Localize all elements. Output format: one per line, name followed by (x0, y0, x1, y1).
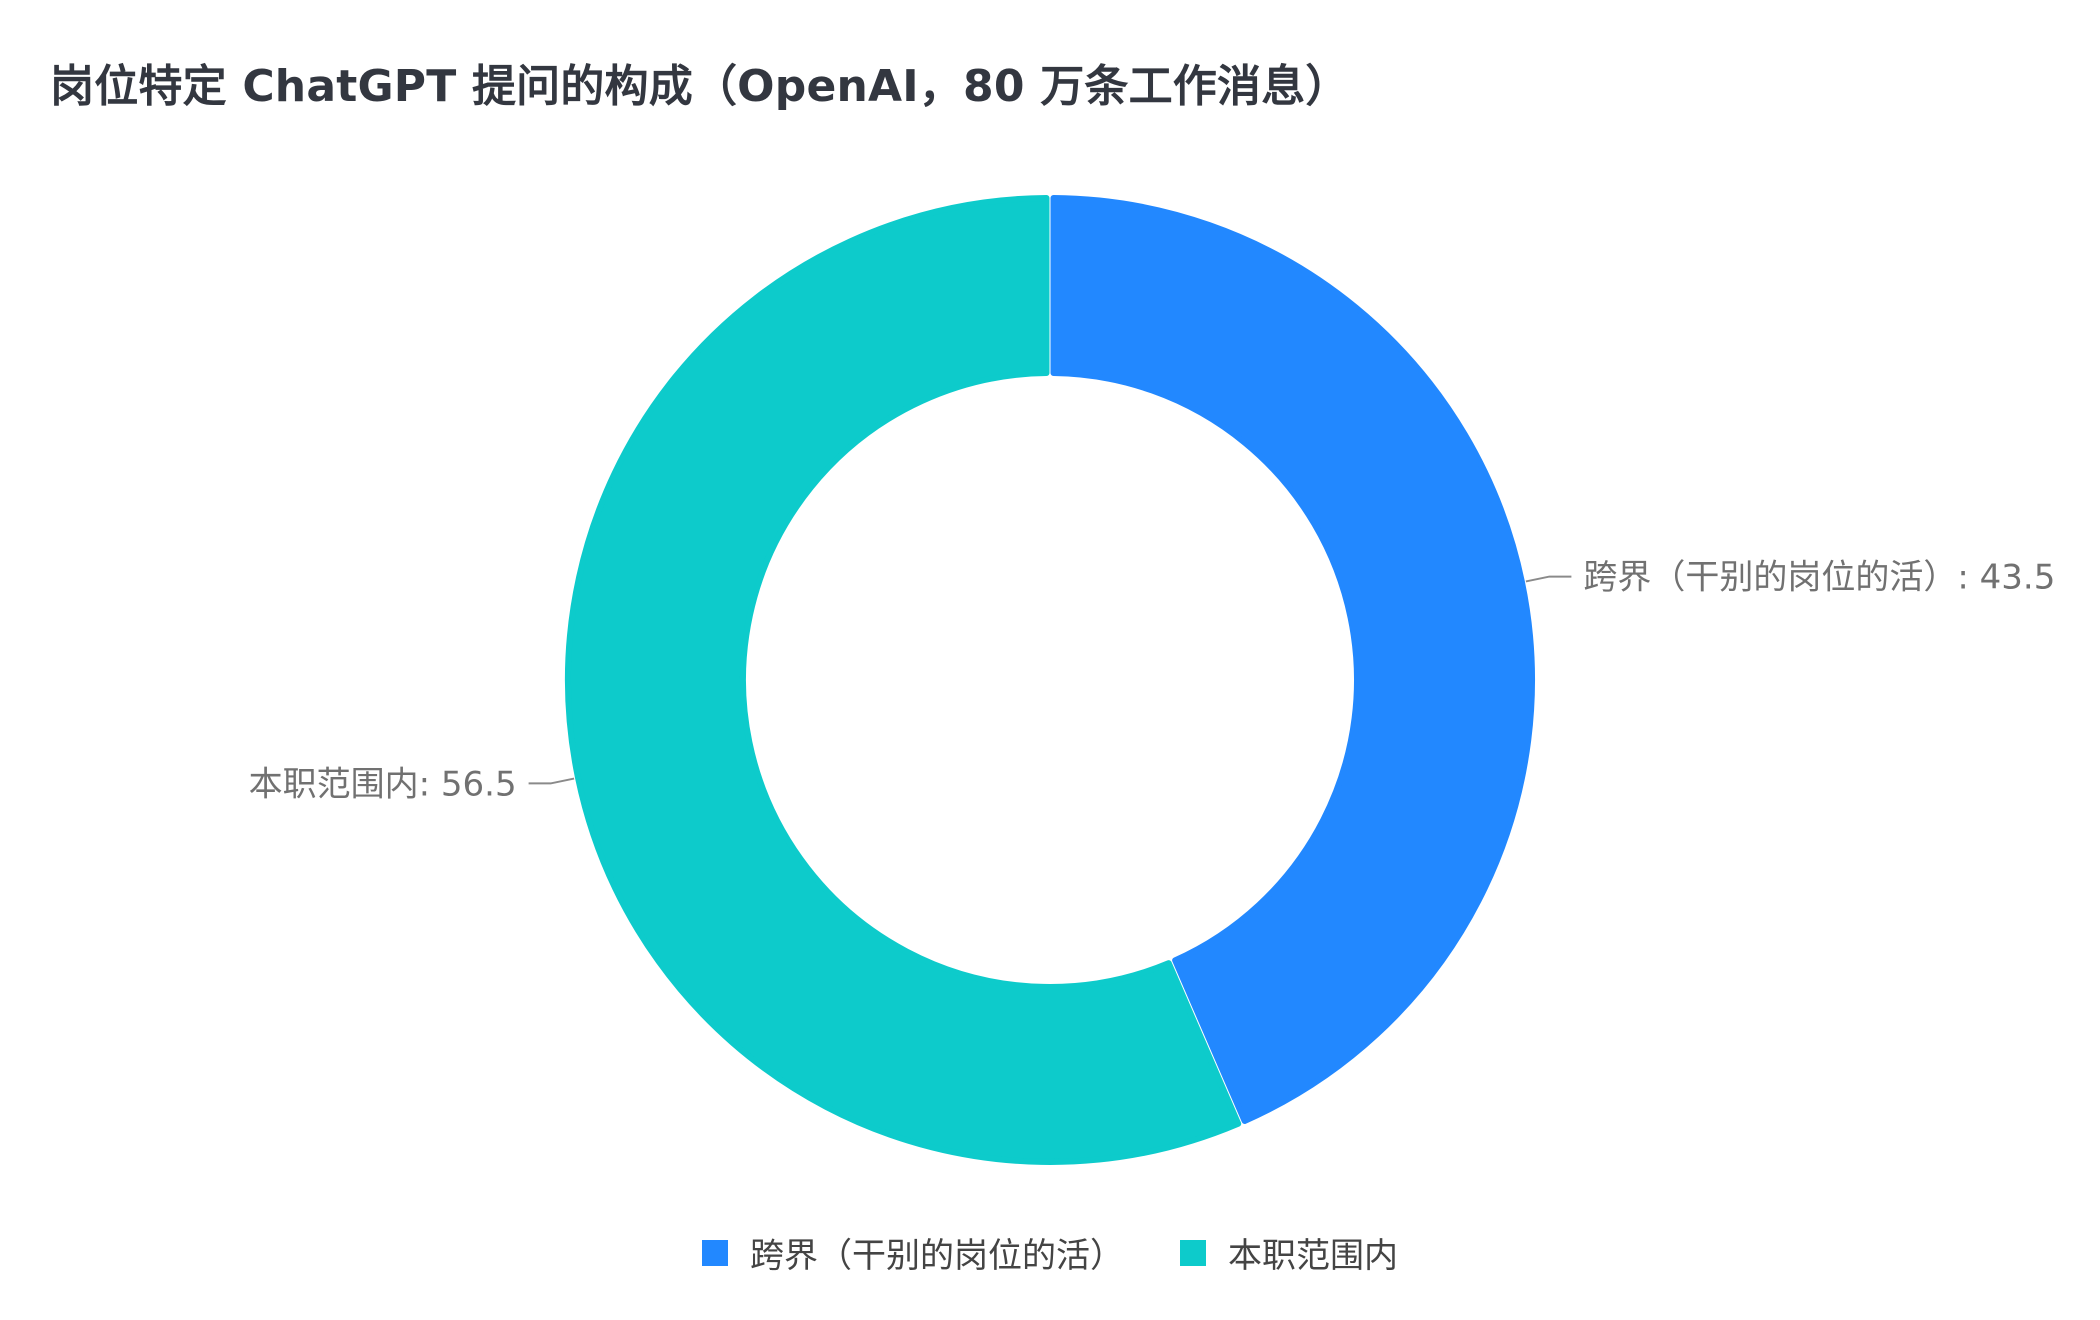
legend-label-crossover: 跨界（干别的岗位的活） (750, 1236, 1124, 1276)
slice-label-crossover: 跨界（干别的岗位的活）: 43.5 (1583, 558, 2055, 598)
slice-labels: 跨界（干别的岗位的活）: 43.5 本职范围内: 56.5 (249, 558, 2056, 805)
chart-title: 岗位特定 ChatGPT 提问的构成（OpenAI，80 万条工作消息） (50, 61, 1350, 112)
donut-slice-in-role[interactable] (565, 195, 1242, 1165)
legend-label-in-role: 本职范围内 (1228, 1236, 1398, 1276)
legend-item-in-role[interactable]: 本职范围内 (1180, 1228, 1398, 1277)
legend-item-crossover[interactable]: 跨界（干别的岗位的活） (702, 1228, 1124, 1277)
label-leader-lines (528, 575, 1572, 785)
leader-line-in-role (528, 777, 575, 785)
donut-slice-crossover[interactable] (1050, 195, 1535, 1124)
slice-label-in-role: 本职范围内: 56.5 (249, 764, 517, 804)
donut-slices (565, 195, 1535, 1165)
leader-line-crossover (1525, 575, 1572, 583)
chart-legend: 跨界（干别的岗位的活） 本职范围内 (0, 1228, 2100, 1277)
legend-swatch-crossover (702, 1239, 728, 1266)
legend-swatch-in-role (1180, 1239, 1206, 1266)
